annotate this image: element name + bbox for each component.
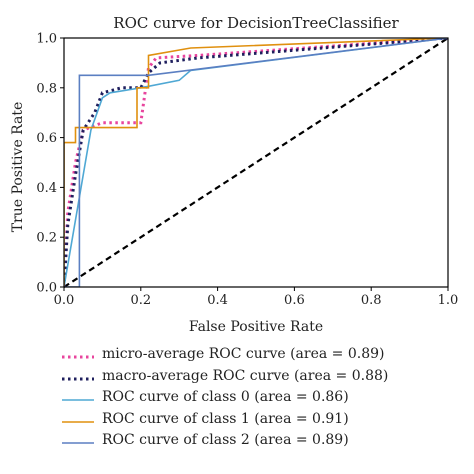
roc-series-line-2 bbox=[64, 38, 448, 287]
legend: micro-average ROC curve (area = 0.89) mac… bbox=[60, 346, 390, 454]
y-tick-label: 0.4 bbox=[36, 181, 57, 196]
x-tick-label: 0.4 bbox=[207, 293, 228, 308]
legend-swatch bbox=[62, 399, 94, 401]
legend-label: ROC curve of class 1 (area = 0.91) bbox=[102, 410, 349, 427]
roc-series-line-3 bbox=[64, 38, 448, 287]
y-tick-label: 0.6 bbox=[36, 131, 57, 146]
x-tick-label: 0.2 bbox=[130, 293, 151, 308]
legend-label: ROC curve of class 0 (area = 0.86) bbox=[102, 389, 349, 405]
plot-area: 0.0 0.2 0.4 0.6 0.8 1.0 0.0 0.2 0.4 0.6 0.8 1.0 bbox=[36, 32, 458, 309]
legend-swatch bbox=[62, 377, 94, 380]
legend-entry: ROC curve of class 0 (area = 0.86) bbox=[60, 389, 390, 411]
y-axis-label: True Positive Rate bbox=[10, 102, 26, 233]
roc-series-line-0 bbox=[64, 38, 448, 287]
y-tick-label: 0.2 bbox=[36, 231, 57, 246]
x-axis-label: False Positive Rate bbox=[189, 319, 323, 335]
legend-label: micro-average ROC curve (area = 0.89) bbox=[102, 346, 385, 362]
legend-entry: ROC curve of class 2 (area = 0.89) bbox=[60, 432, 390, 454]
legend-swatch bbox=[62, 355, 94, 359]
x-tick-label: 0.8 bbox=[361, 293, 382, 308]
legend-swatch bbox=[62, 420, 94, 423]
legend-label: ROC curve of class 2 (area = 0.89) bbox=[102, 432, 349, 448]
x-tick-label: 0.0 bbox=[54, 293, 75, 308]
legend-swatch bbox=[62, 442, 94, 444]
roc-series-line-4 bbox=[64, 38, 448, 287]
y-tick-label: 0.8 bbox=[36, 81, 57, 96]
chart-title: ROC curve for DecisionTreeClassifier bbox=[113, 14, 399, 32]
legend-entry: micro-average ROC curve (area = 0.89) bbox=[60, 346, 390, 368]
x-tick-label: 1.0 bbox=[438, 293, 459, 308]
legend-entry: macro-average ROC curve (area = 0.88) bbox=[60, 368, 390, 390]
plot-frame bbox=[63, 37, 449, 288]
legend-label: macro-average ROC curve (area = 0.88) bbox=[102, 367, 389, 384]
chance-diagonal-line bbox=[63, 37, 449, 288]
x-tick-label: 0.6 bbox=[284, 293, 305, 308]
y-tick-label: 0.0 bbox=[36, 281, 57, 296]
legend-entry: ROC curve of class 1 (area = 0.91) bbox=[60, 411, 390, 433]
y-tick-label: 1.0 bbox=[36, 32, 57, 47]
